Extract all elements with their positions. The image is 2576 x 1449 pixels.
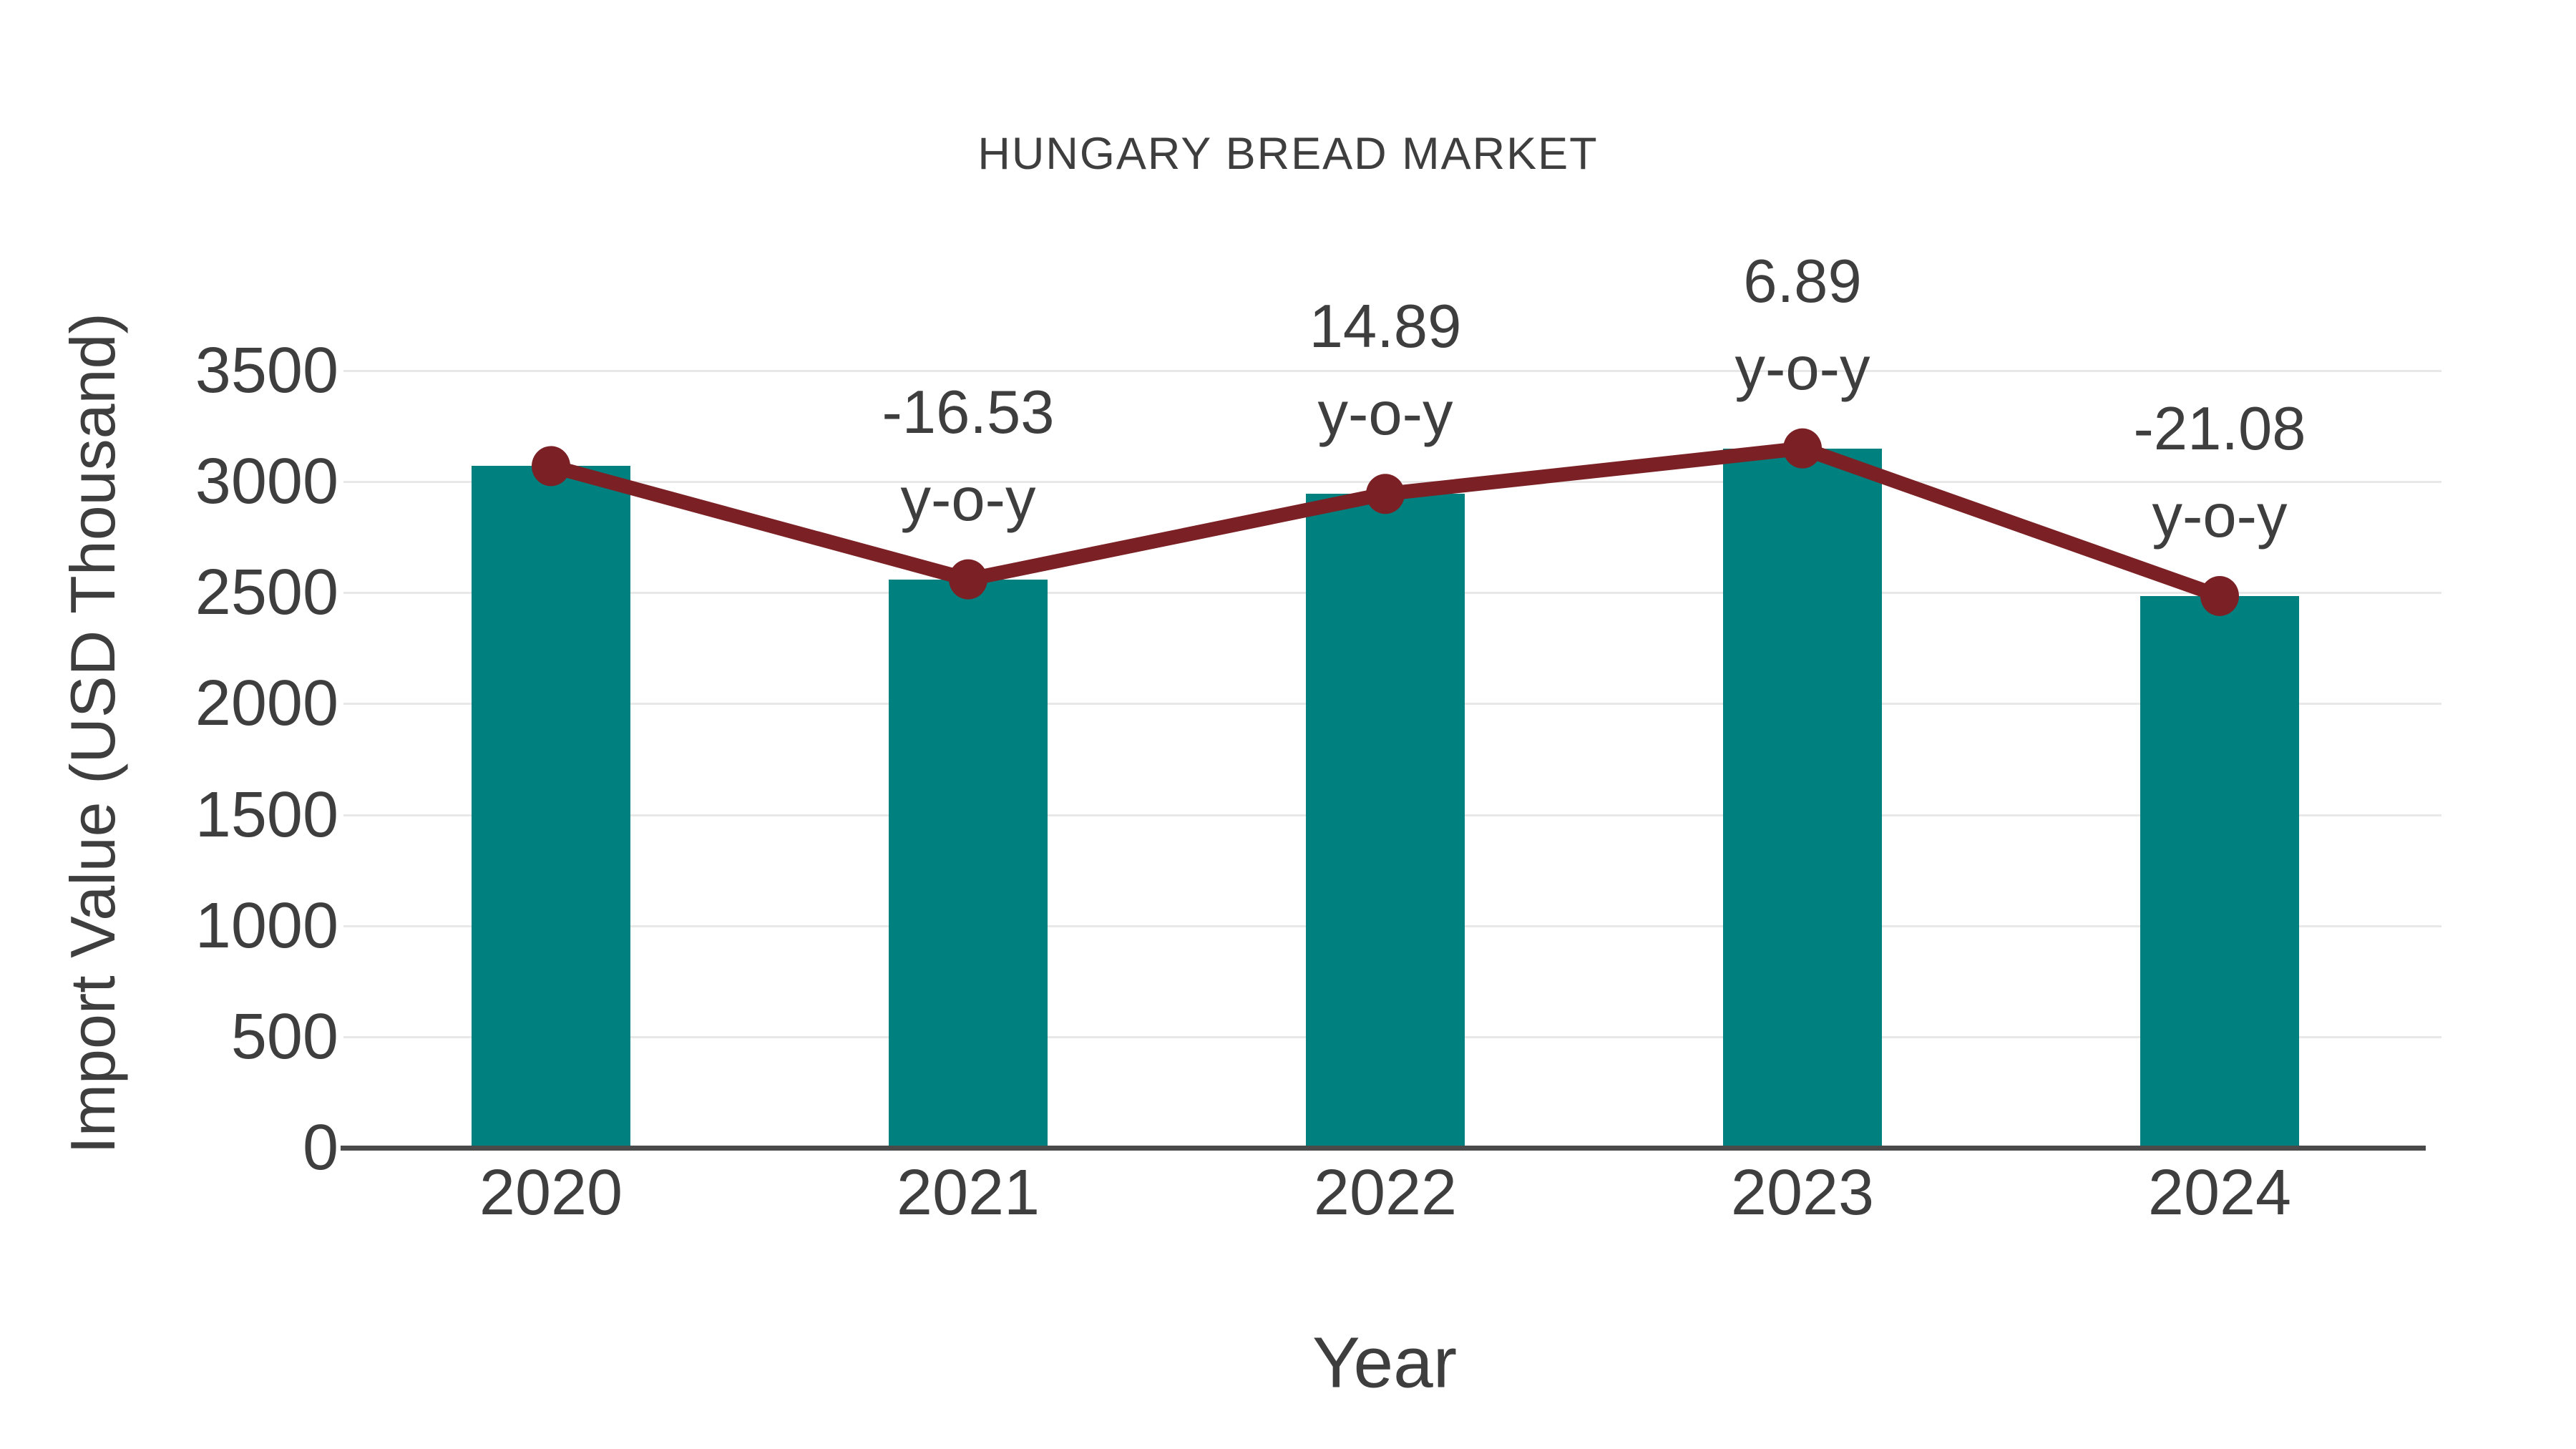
line-marker-2020[interactable] — [532, 446, 570, 487]
yoy-suffix-2023: y-o-y — [1735, 334, 1870, 403]
bar-2020[interactable] — [472, 466, 630, 1148]
yoy-suffix-2024: y-o-y — [2152, 482, 2288, 550]
line-marker-2023[interactable] — [1783, 428, 1822, 469]
chart-title: HUNGARY BREAD MARKET — [977, 129, 1599, 179]
xtick-label-2021: 2021 — [896, 1157, 1040, 1229]
x-axis-line — [341, 1146, 2426, 1151]
yoy-value-2024: -21.08 — [2133, 394, 2306, 463]
xtick-label-2023: 2023 — [1730, 1157, 1875, 1229]
bar-2023[interactable] — [1723, 448, 1882, 1148]
ytick-label-1000: 1000 — [195, 889, 338, 962]
xtick-label-2020: 2020 — [479, 1157, 623, 1229]
gridline-3500 — [343, 370, 2441, 372]
yoy-value-2021: -16.53 — [882, 378, 1055, 447]
ytick-label-2500: 2500 — [195, 557, 338, 629]
bar-2022[interactable] — [1306, 494, 1465, 1148]
yoy-suffix-2021: y-o-y — [900, 465, 1036, 534]
ytick-label-3500: 3500 — [195, 335, 338, 406]
line-marker-2024[interactable] — [2200, 575, 2239, 616]
xtick-label-2022: 2022 — [1313, 1157, 1458, 1229]
ytick-label-2000: 2000 — [195, 668, 338, 740]
yoy-suffix-2022: y-o-y — [1317, 380, 1453, 449]
x-axis-title: Year — [1312, 1322, 1458, 1403]
yoy-value-2023: 6.89 — [1743, 247, 1862, 316]
line-marker-2022[interactable] — [1366, 474, 1405, 514]
ytick-label-3000: 3000 — [195, 446, 338, 518]
ytick-label-1500: 1500 — [195, 779, 338, 851]
ytick-label-0: 0 — [302, 1112, 338, 1184]
trend-line — [544, 441, 2227, 603]
line-marker-2021[interactable] — [949, 559, 987, 600]
xtick-label-2024: 2024 — [2147, 1157, 2292, 1229]
bar-2024[interactable] — [2140, 595, 2299, 1148]
ytick-label-500: 500 — [230, 1000, 338, 1073]
yoy-value-2022: 14.89 — [1309, 293, 1462, 361]
bar-2021[interactable] — [889, 579, 1048, 1148]
